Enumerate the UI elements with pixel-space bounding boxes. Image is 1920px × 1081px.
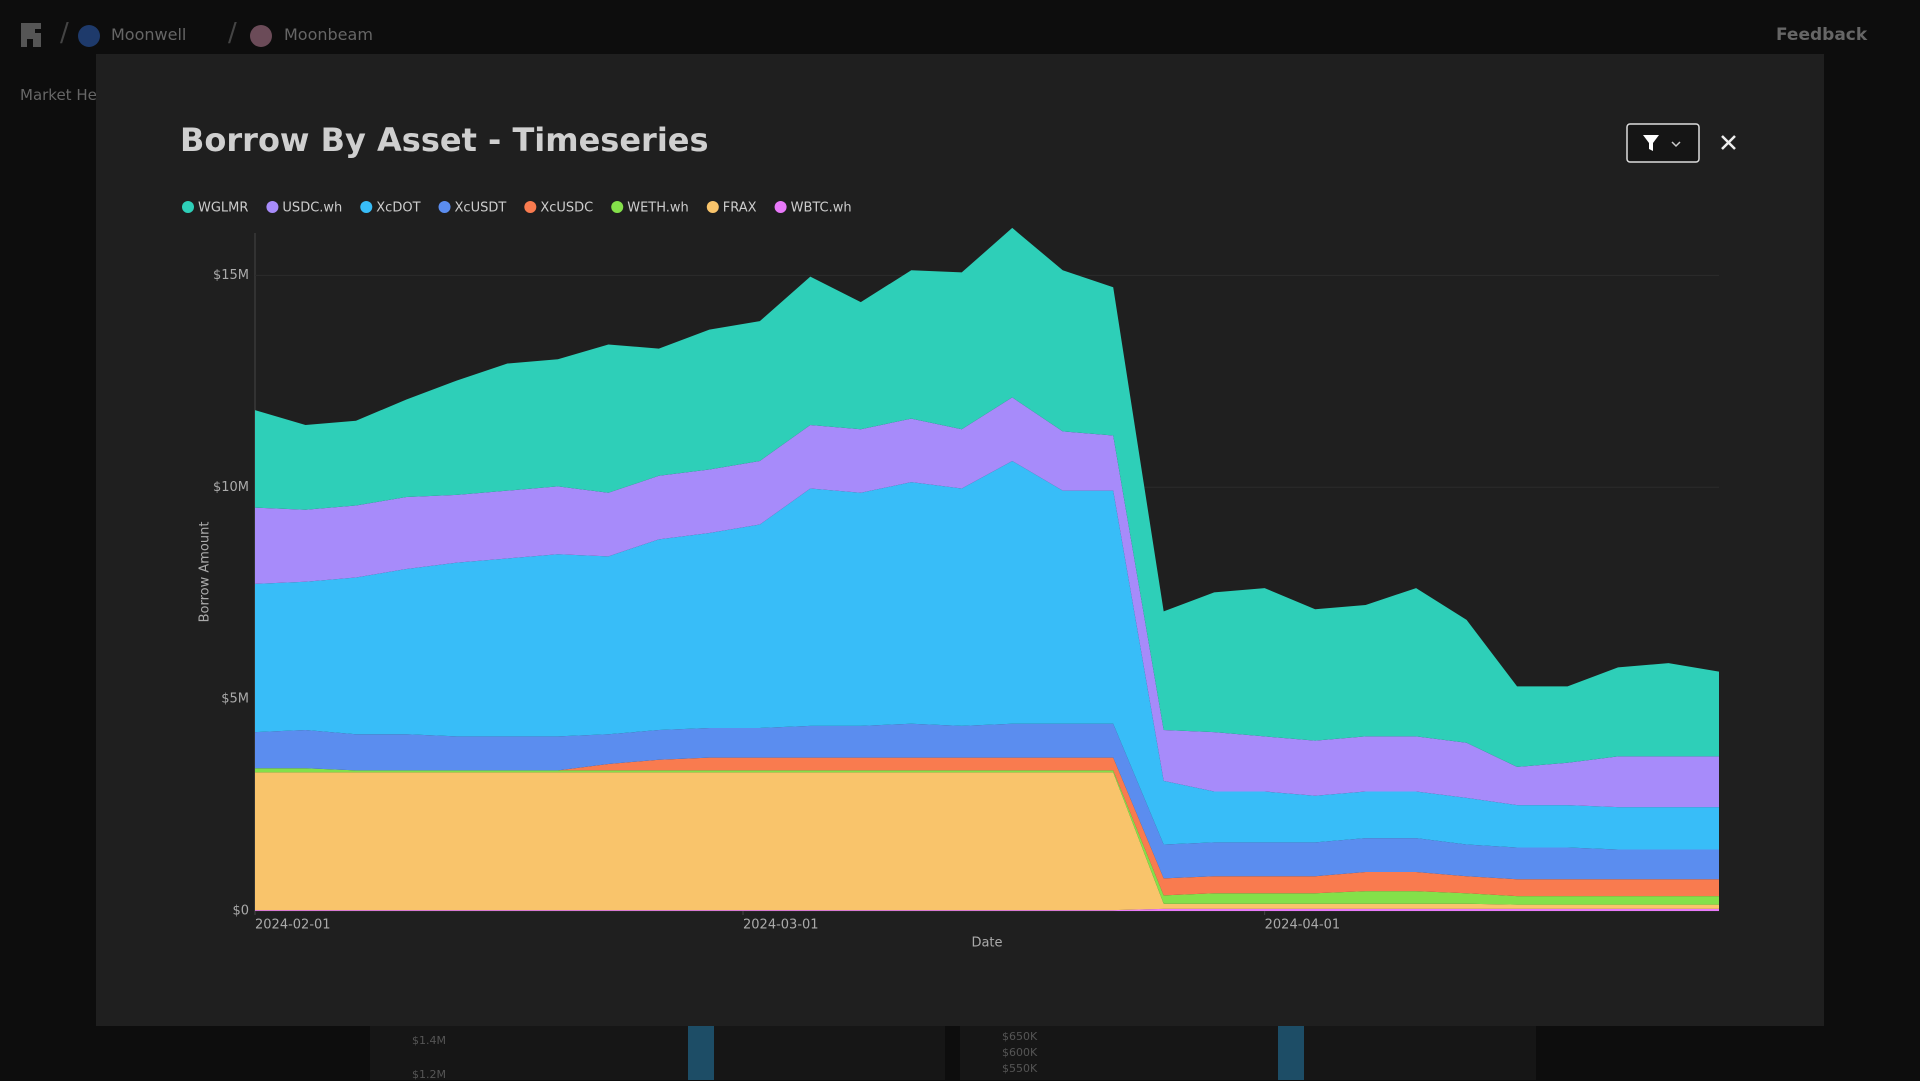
x-tick-label: 2024-02-01 [255, 918, 331, 933]
legend-label: FRAX [723, 201, 757, 216]
bg-panel: $650K $600K $550K [960, 1026, 1536, 1080]
top-nav: / Moonwell / Moonbeam Feedback Market He… [0, 0, 1920, 104]
legend-swatch [182, 201, 194, 213]
legend-label: WGLMR [198, 201, 248, 216]
area [255, 397, 1719, 808]
logo[interactable] [18, 20, 48, 50]
bg-label: $600K [1002, 1046, 1038, 1059]
legend-label: WBTC.wh [791, 201, 852, 216]
bg-label: $550K [1002, 1062, 1038, 1075]
legend-swatch [524, 201, 537, 213]
legend-swatch [706, 201, 719, 213]
y-tick-label: $0 [232, 904, 249, 919]
y-tick-label: $5M [221, 692, 249, 707]
org-name[interactable]: Moonwell [111, 25, 187, 44]
area [255, 908, 1719, 911]
x-axis-label: Date [971, 936, 1002, 951]
org-icon [78, 25, 100, 47]
feedback[interactable]: Feedback [1776, 25, 1868, 45]
legend-label: XcDOT [376, 201, 420, 216]
bg-label: $650K [1002, 1030, 1038, 1043]
bg-panel: $1.4M $1.2M [370, 1026, 945, 1081]
legend-swatch [774, 201, 787, 213]
legend-swatch [611, 201, 624, 213]
bg-label: $1.2M [412, 1068, 446, 1081]
legend-label: WETH.wh [627, 201, 689, 216]
modal: Borrow By Asset - Timeseries $0 $5M $10M $1… [96, 54, 1824, 1026]
x-tick-label: 2024-04-01 [1265, 918, 1341, 933]
sep: / [60, 18, 69, 48]
bg-bar [688, 1026, 714, 1080]
bg-label: $1.4M [412, 1034, 446, 1047]
filter-button[interactable] [1626, 123, 1700, 163]
chart-title: Borrow By Asset - Timeseries [180, 121, 709, 159]
network-icon [250, 25, 272, 47]
legend-label: XcUSDC [540, 201, 593, 216]
x-tick-label: 2024-03-01 [743, 918, 819, 933]
legend-swatch [438, 201, 451, 213]
area [255, 757, 1719, 897]
sep: / [228, 18, 237, 48]
legend-swatch [266, 201, 279, 213]
y-tick-label: $15M [213, 268, 249, 283]
area [255, 227, 1719, 767]
legend-label: USDC.wh [282, 201, 342, 216]
chart: Borrow By Asset - Timeseries $0 $5M $10M $1… [180, 121, 1736, 951]
tab[interactable]: Market Hea [20, 86, 107, 104]
close-button[interactable] [1721, 135, 1736, 150]
legend-label: XcUSDT [455, 201, 507, 216]
area [255, 723, 1719, 880]
area [255, 772, 1719, 911]
area [255, 460, 1719, 850]
y-tick-label: $10M [213, 480, 249, 495]
legend-swatch [360, 201, 373, 213]
network-name[interactable]: Moonbeam [284, 25, 373, 44]
bg-bar [1278, 1026, 1304, 1080]
y-axis-label: Borrow Amount [198, 522, 213, 623]
